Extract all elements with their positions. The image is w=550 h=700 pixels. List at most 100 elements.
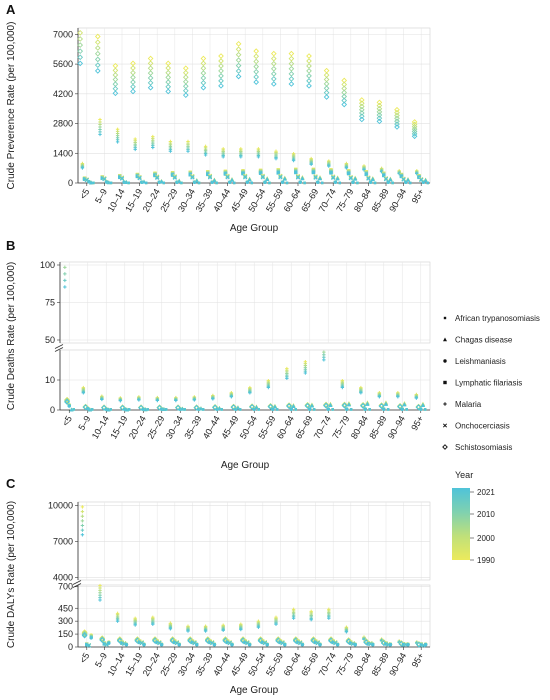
y-tick-label: 10 bbox=[45, 375, 55, 385]
colorbar-tick-label: 2021 bbox=[477, 488, 495, 497]
data-point-leishmaniasis bbox=[326, 407, 330, 411]
data-point-schistosomiasis bbox=[323, 94, 330, 100]
data-point-malaria bbox=[63, 278, 67, 283]
data-point-schistosomiasis bbox=[130, 88, 136, 95]
data-point-leishmaniasis bbox=[86, 406, 90, 411]
data-point-african-trypanosomiasis bbox=[349, 408, 353, 411]
x-axis-title: Age Group bbox=[230, 223, 279, 234]
data-point-schistosomiasis bbox=[119, 405, 126, 411]
x-tick-label: 55–59 bbox=[256, 414, 277, 441]
data-point-chagas-disease bbox=[335, 176, 340, 181]
y-tick-label: 300 bbox=[58, 616, 73, 626]
data-point-malaria bbox=[221, 155, 225, 159]
x-tick-label: 20–24 bbox=[127, 414, 148, 441]
data-point-lymphatic-filariasis bbox=[296, 640, 300, 645]
colorbar-tick-label: 1990 bbox=[477, 556, 495, 565]
y-tick-label: 4200 bbox=[53, 89, 73, 99]
data-point-lymphatic-filariasis bbox=[399, 174, 404, 179]
data-point-leishmaniasis bbox=[388, 643, 393, 647]
data-point-schistosomiasis bbox=[394, 115, 400, 122]
data-point-schistosomiasis bbox=[253, 63, 260, 70]
data-point-malaria bbox=[80, 533, 85, 537]
data-point-malaria bbox=[80, 519, 85, 523]
data-point-malaria bbox=[211, 397, 215, 401]
x-tick-label: 95+ bbox=[409, 414, 425, 432]
data-point-malaria bbox=[309, 162, 313, 167]
data-point-african-trypanosomiasis bbox=[146, 408, 149, 411]
data-point-chagas-disease bbox=[402, 402, 407, 407]
data-point-chagas-disease bbox=[247, 177, 252, 182]
data-point-leishmaniasis bbox=[363, 407, 367, 411]
data-point-malaria bbox=[239, 155, 243, 159]
data-point-schistosomiasis bbox=[288, 50, 295, 57]
legend-label-chagas-disease: Chagas disease bbox=[455, 336, 513, 345]
data-point-chagas-disease bbox=[423, 178, 428, 183]
y-tick-label: 75 bbox=[45, 298, 55, 308]
data-point-leishmaniasis bbox=[289, 407, 293, 411]
data-point-leishmaniasis bbox=[382, 407, 386, 411]
data-point-schistosomiasis bbox=[138, 405, 144, 411]
data-point-leishmaniasis bbox=[345, 407, 349, 411]
axis-break-mark bbox=[54, 344, 64, 349]
y-tick-label: 4000 bbox=[53, 573, 73, 583]
data-point-leishmaniasis bbox=[265, 643, 269, 647]
data-point-lymphatic-filariasis bbox=[331, 640, 335, 645]
data-point-lymphatic-filariasis bbox=[261, 640, 265, 645]
data-point-african-trypanosomiasis bbox=[338, 181, 341, 185]
data-point-schistosomiasis bbox=[235, 62, 242, 69]
y-tick-label: 150 bbox=[58, 629, 73, 639]
data-point-lymphatic-filariasis bbox=[349, 641, 353, 645]
data-point-lymphatic-filariasis bbox=[137, 640, 142, 645]
data-point-leishmaniasis bbox=[245, 180, 250, 184]
data-point-malaria bbox=[168, 149, 173, 153]
data-point-lymphatic-filariasis bbox=[225, 640, 230, 645]
data-point-malaria bbox=[266, 385, 271, 390]
data-point-schistosomiasis bbox=[249, 404, 255, 410]
data-point-leishmaniasis bbox=[316, 180, 320, 184]
data-point-onchocerciasis bbox=[225, 175, 230, 180]
x-tick-label: 80–84 bbox=[349, 414, 370, 441]
data-point-african-trypanosomiasis bbox=[391, 181, 394, 185]
y-tick-label: 50 bbox=[45, 335, 55, 345]
data-point-malaria bbox=[229, 395, 234, 399]
data-point-schistosomiasis bbox=[270, 65, 277, 72]
data-point-african-trypanosomiasis bbox=[257, 408, 260, 411]
data-point-malaria bbox=[327, 616, 331, 620]
data-point-african-trypanosomiasis bbox=[127, 408, 131, 411]
data-point-schistosomiasis bbox=[200, 84, 207, 91]
data-point-lymphatic-filariasis bbox=[417, 175, 421, 180]
data-point-malaria bbox=[80, 166, 85, 170]
data-point-malaria bbox=[344, 166, 349, 170]
data-point-leishmaniasis bbox=[386, 180, 390, 184]
data-point-schistosomiasis bbox=[376, 99, 383, 106]
data-point-african-trypanosomiasis bbox=[312, 408, 316, 411]
data-point-malaria bbox=[285, 376, 289, 381]
data-point-malaria bbox=[291, 616, 296, 620]
data-point-malaria bbox=[151, 145, 155, 150]
data-point-schistosomiasis bbox=[270, 50, 277, 57]
data-point-lymphatic-filariasis bbox=[384, 642, 388, 646]
legend-marker bbox=[443, 359, 447, 363]
data-point-malaria bbox=[414, 396, 419, 400]
data-point-schistosomiasis bbox=[394, 112, 400, 119]
data-point-onchocerciasis bbox=[172, 175, 177, 180]
data-point-african-trypanosomiasis bbox=[197, 181, 201, 185]
data-point-african-trypanosomiasis bbox=[215, 181, 218, 185]
data-point-malaria bbox=[100, 397, 104, 402]
data-point-african-trypanosomiasis bbox=[294, 408, 297, 411]
data-point-lymphatic-filariasis bbox=[120, 641, 124, 645]
y-tick-label: 700 bbox=[58, 582, 73, 592]
data-point-african-trypanosomiasis bbox=[409, 181, 412, 185]
data-point-lymphatic-filariasis bbox=[241, 171, 245, 176]
data-point-onchocerciasis bbox=[119, 176, 125, 181]
data-point-african-trypanosomiasis bbox=[183, 408, 186, 411]
data-point-african-trypanosomiasis bbox=[285, 181, 289, 185]
data-point-lymphatic-filariasis bbox=[382, 173, 386, 178]
legend-label-lymphatic-filariasis: Lymphatic filariasis bbox=[455, 379, 522, 388]
data-point-schistosomiasis bbox=[358, 110, 365, 116]
x-axis-title: Age Group bbox=[221, 460, 270, 471]
data-point-malaria bbox=[344, 630, 349, 634]
data-point-lymphatic-filariasis bbox=[82, 177, 87, 181]
data-point-leishmaniasis bbox=[177, 643, 181, 647]
